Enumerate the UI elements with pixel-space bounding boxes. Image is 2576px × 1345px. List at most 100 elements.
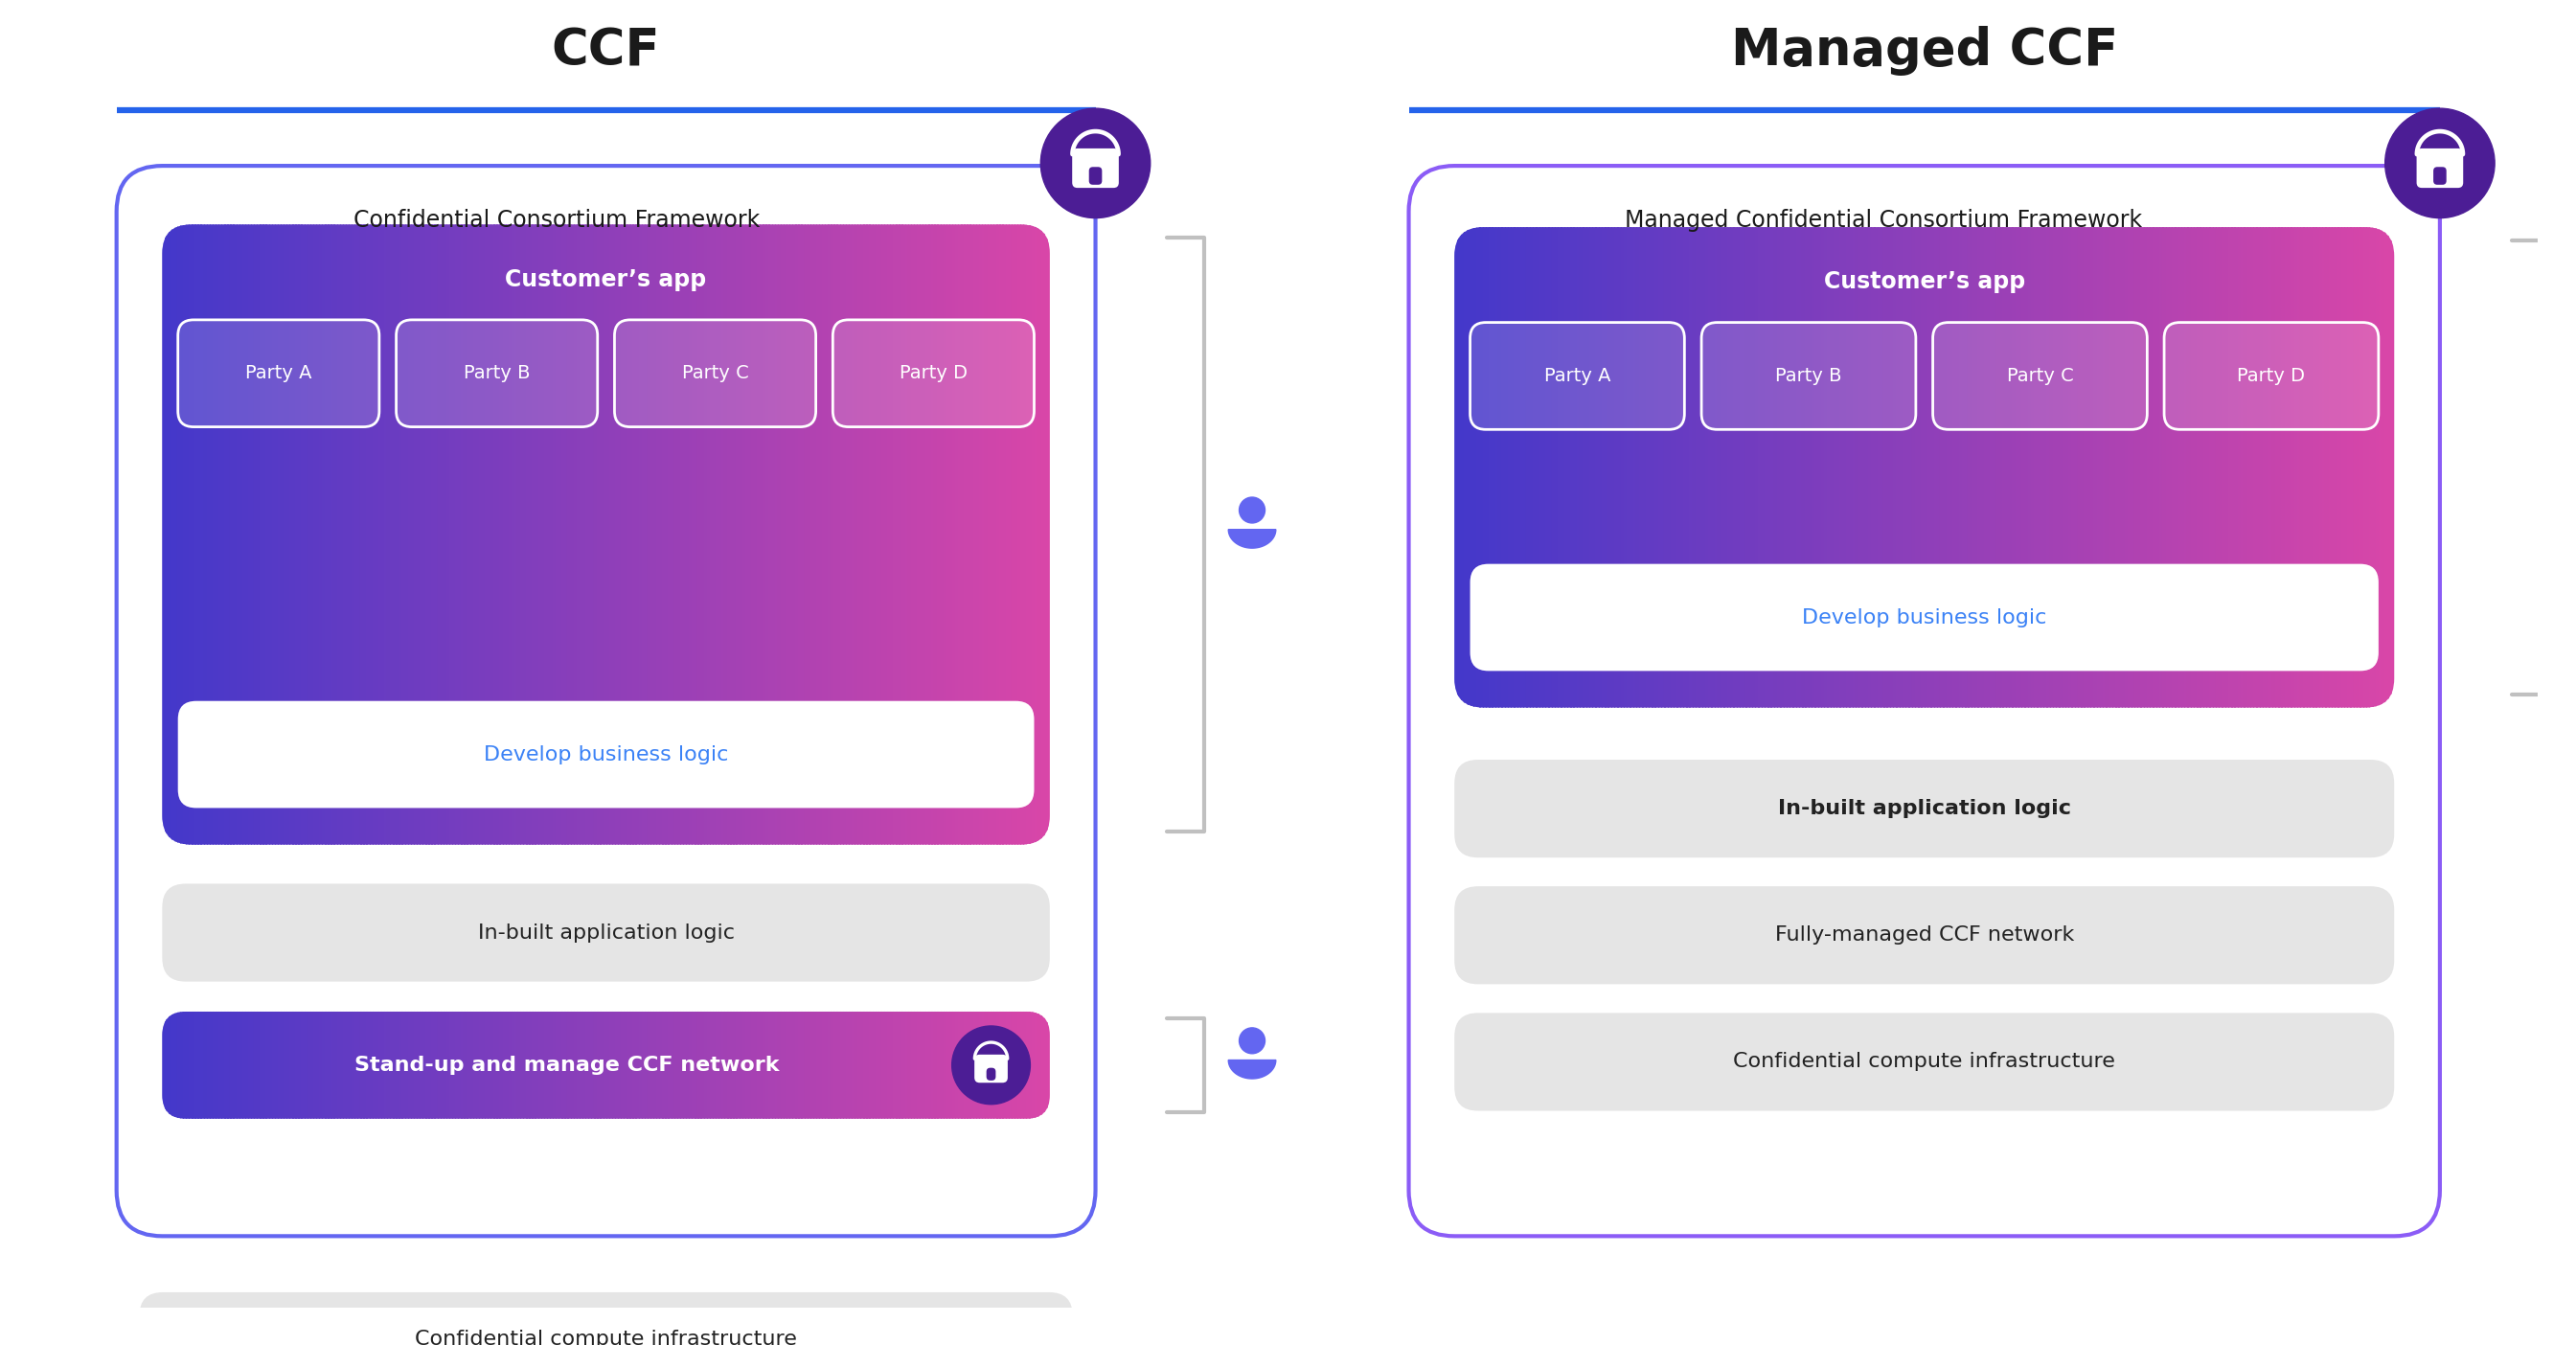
Bar: [2066, 227, 2069, 707]
Bar: [675, 225, 677, 845]
Bar: [2002, 227, 2007, 707]
Bar: [2079, 227, 2081, 707]
Bar: [1025, 1011, 1030, 1119]
Bar: [747, 1011, 752, 1119]
Bar: [866, 225, 871, 845]
Bar: [2362, 227, 2367, 707]
Bar: [907, 225, 912, 845]
Bar: [1018, 225, 1020, 845]
Bar: [567, 1011, 572, 1119]
Bar: [2257, 227, 2259, 707]
Bar: [1028, 1011, 1033, 1119]
Bar: [618, 225, 621, 845]
FancyBboxPatch shape: [1072, 148, 1118, 188]
Bar: [706, 225, 711, 845]
Bar: [613, 1011, 616, 1119]
Bar: [322, 225, 325, 845]
Bar: [636, 1011, 639, 1119]
Bar: [2195, 227, 2197, 707]
Bar: [1821, 227, 1824, 707]
Bar: [379, 225, 381, 845]
Bar: [680, 225, 683, 845]
Bar: [940, 225, 943, 845]
Bar: [2388, 227, 2391, 707]
Bar: [683, 225, 685, 845]
Bar: [350, 1011, 355, 1119]
Bar: [325, 1011, 327, 1119]
Bar: [188, 1011, 193, 1119]
Bar: [629, 1011, 634, 1119]
Text: Confidential compute infrastructure: Confidential compute infrastructure: [415, 1330, 796, 1345]
Bar: [417, 1011, 420, 1119]
Bar: [286, 1011, 289, 1119]
Bar: [245, 225, 247, 845]
Bar: [987, 225, 992, 845]
Bar: [793, 1011, 796, 1119]
Bar: [1610, 227, 1615, 707]
Bar: [229, 225, 234, 845]
Bar: [2099, 227, 2102, 707]
Bar: [744, 225, 747, 845]
Bar: [685, 225, 690, 845]
Bar: [536, 1011, 538, 1119]
Bar: [755, 1011, 757, 1119]
Bar: [788, 1011, 793, 1119]
Bar: [2277, 227, 2282, 707]
Bar: [1832, 227, 1834, 707]
Text: Develop business logic: Develop business logic: [484, 745, 729, 764]
Bar: [922, 225, 925, 845]
Bar: [180, 225, 183, 845]
Bar: [1824, 227, 1826, 707]
Bar: [216, 1011, 219, 1119]
FancyBboxPatch shape: [1455, 886, 2393, 985]
Bar: [1577, 227, 1579, 707]
Bar: [1736, 227, 1739, 707]
Bar: [165, 1011, 167, 1119]
Bar: [1623, 227, 1628, 707]
Bar: [224, 225, 227, 845]
Bar: [1625, 227, 1631, 707]
Bar: [1654, 227, 1659, 707]
Bar: [1618, 227, 1620, 707]
Bar: [366, 1011, 368, 1119]
Bar: [636, 225, 639, 845]
Bar: [533, 1011, 536, 1119]
Bar: [616, 225, 618, 845]
Bar: [629, 225, 634, 845]
Bar: [2174, 227, 2179, 707]
Bar: [237, 1011, 240, 1119]
Bar: [229, 1011, 234, 1119]
Bar: [1551, 227, 1556, 707]
Bar: [773, 225, 775, 845]
Bar: [263, 1011, 265, 1119]
Bar: [762, 1011, 765, 1119]
FancyBboxPatch shape: [1471, 323, 1685, 429]
Text: CCF: CCF: [551, 26, 659, 75]
Bar: [2313, 227, 2316, 707]
Bar: [1564, 227, 1569, 707]
Bar: [258, 225, 260, 845]
Bar: [649, 225, 654, 845]
Bar: [461, 225, 464, 845]
Bar: [289, 1011, 294, 1119]
Bar: [263, 225, 265, 845]
Bar: [845, 1011, 850, 1119]
Bar: [484, 1011, 487, 1119]
Bar: [2306, 227, 2311, 707]
Bar: [544, 225, 546, 845]
Bar: [1582, 227, 1587, 707]
Bar: [459, 1011, 461, 1119]
Bar: [224, 1011, 227, 1119]
Bar: [335, 1011, 337, 1119]
Bar: [634, 225, 636, 845]
Bar: [948, 1011, 953, 1119]
Bar: [1046, 1011, 1051, 1119]
Bar: [783, 225, 786, 845]
Bar: [2213, 227, 2215, 707]
Bar: [489, 1011, 495, 1119]
Bar: [1602, 227, 1605, 707]
Bar: [744, 1011, 747, 1119]
Bar: [1731, 227, 1734, 707]
Bar: [587, 1011, 592, 1119]
Bar: [974, 1011, 976, 1119]
